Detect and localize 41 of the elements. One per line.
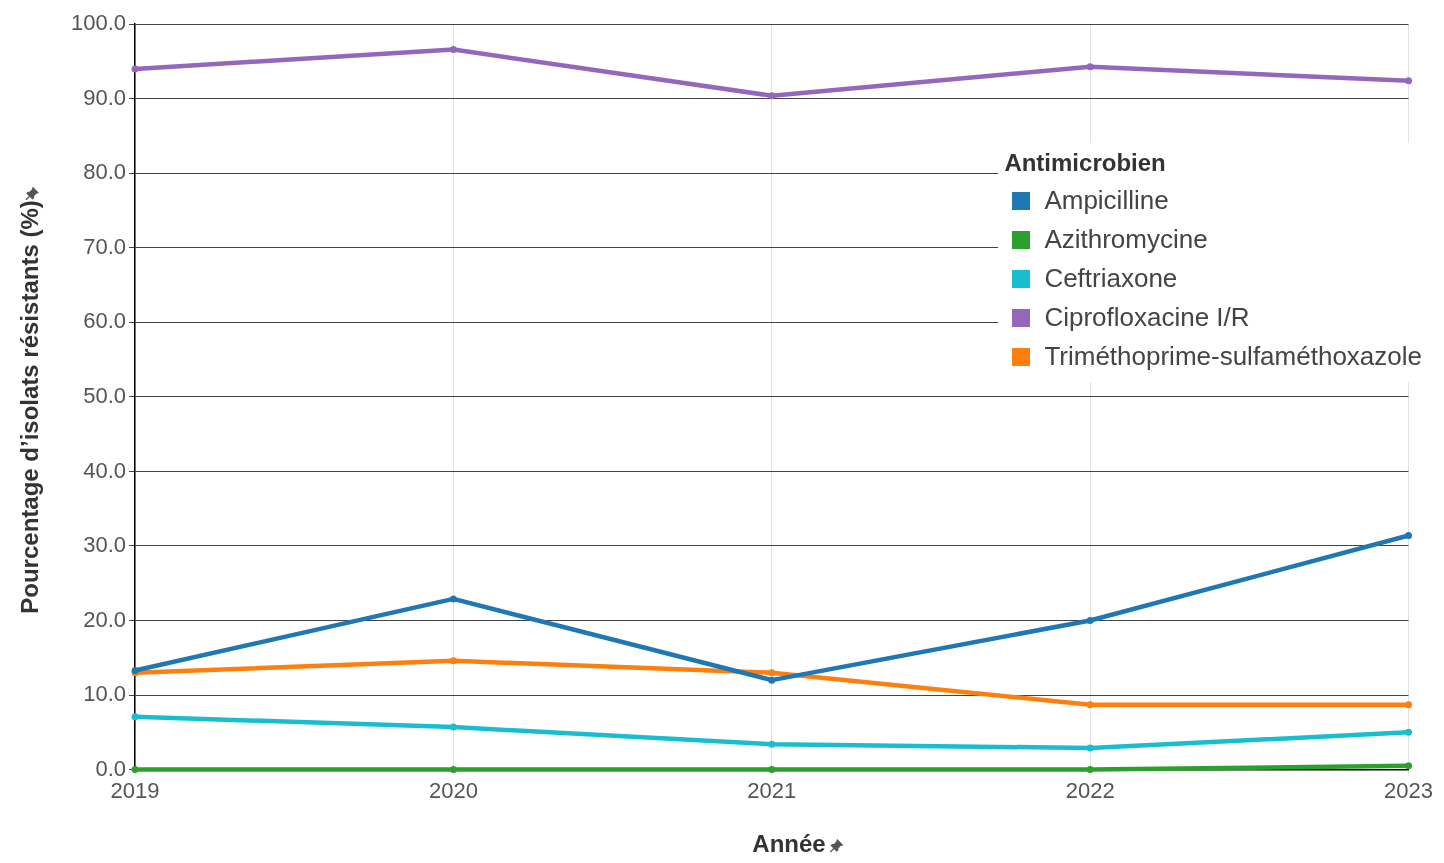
- point: [1405, 532, 1413, 540]
- point: [449, 723, 457, 731]
- y-tick-label: 30.0: [83, 532, 127, 558]
- point: [449, 46, 457, 54]
- point: [1086, 744, 1094, 752]
- point: [131, 713, 139, 721]
- legend-label: Ceftriaxone: [1044, 263, 1178, 294]
- legend-label: Azithromycine: [1044, 224, 1208, 255]
- point: [768, 669, 776, 677]
- legend-label: Ampicilline: [1044, 185, 1169, 216]
- point: [1086, 701, 1094, 709]
- point: [131, 65, 139, 73]
- point: [1086, 63, 1094, 71]
- y-tick-label: 90.0: [83, 84, 127, 110]
- y-tick-label: 20.0: [83, 606, 127, 632]
- y-tick-label: 10.0: [83, 681, 127, 707]
- point: [449, 595, 457, 603]
- point: [1405, 762, 1413, 770]
- x-axis-title: Année: [752, 830, 826, 857]
- point: [449, 657, 457, 665]
- y-tick-label: 100.0: [70, 10, 127, 36]
- point: [768, 676, 776, 684]
- point: [768, 740, 776, 748]
- x-tick-label: 2023: [1384, 777, 1434, 803]
- legend-label: Triméthoprime-sulfaméthoxazole: [1044, 341, 1422, 372]
- legend-title: Antimicrobien: [1004, 149, 1167, 177]
- point: [1405, 701, 1413, 709]
- y-tick-label: 70.0: [83, 233, 127, 259]
- x-tick-label: 2020: [428, 777, 478, 803]
- x-tick-label: 2021: [747, 777, 797, 803]
- y-tick-label: 60.0: [83, 308, 127, 334]
- y-axis-title: Pourcentage d’isolats résistants (%): [16, 200, 43, 614]
- point: [1405, 728, 1413, 736]
- x-tick-label: 2022: [1065, 777, 1115, 803]
- legend-label: Ciprofloxacine I/R: [1044, 302, 1250, 333]
- point: [1086, 617, 1094, 625]
- point: [768, 92, 776, 100]
- point: [1405, 77, 1413, 85]
- y-tick-label: 80.0: [83, 159, 127, 185]
- y-tick-label: 50.0: [83, 382, 127, 408]
- y-tick-label: 40.0: [83, 457, 127, 483]
